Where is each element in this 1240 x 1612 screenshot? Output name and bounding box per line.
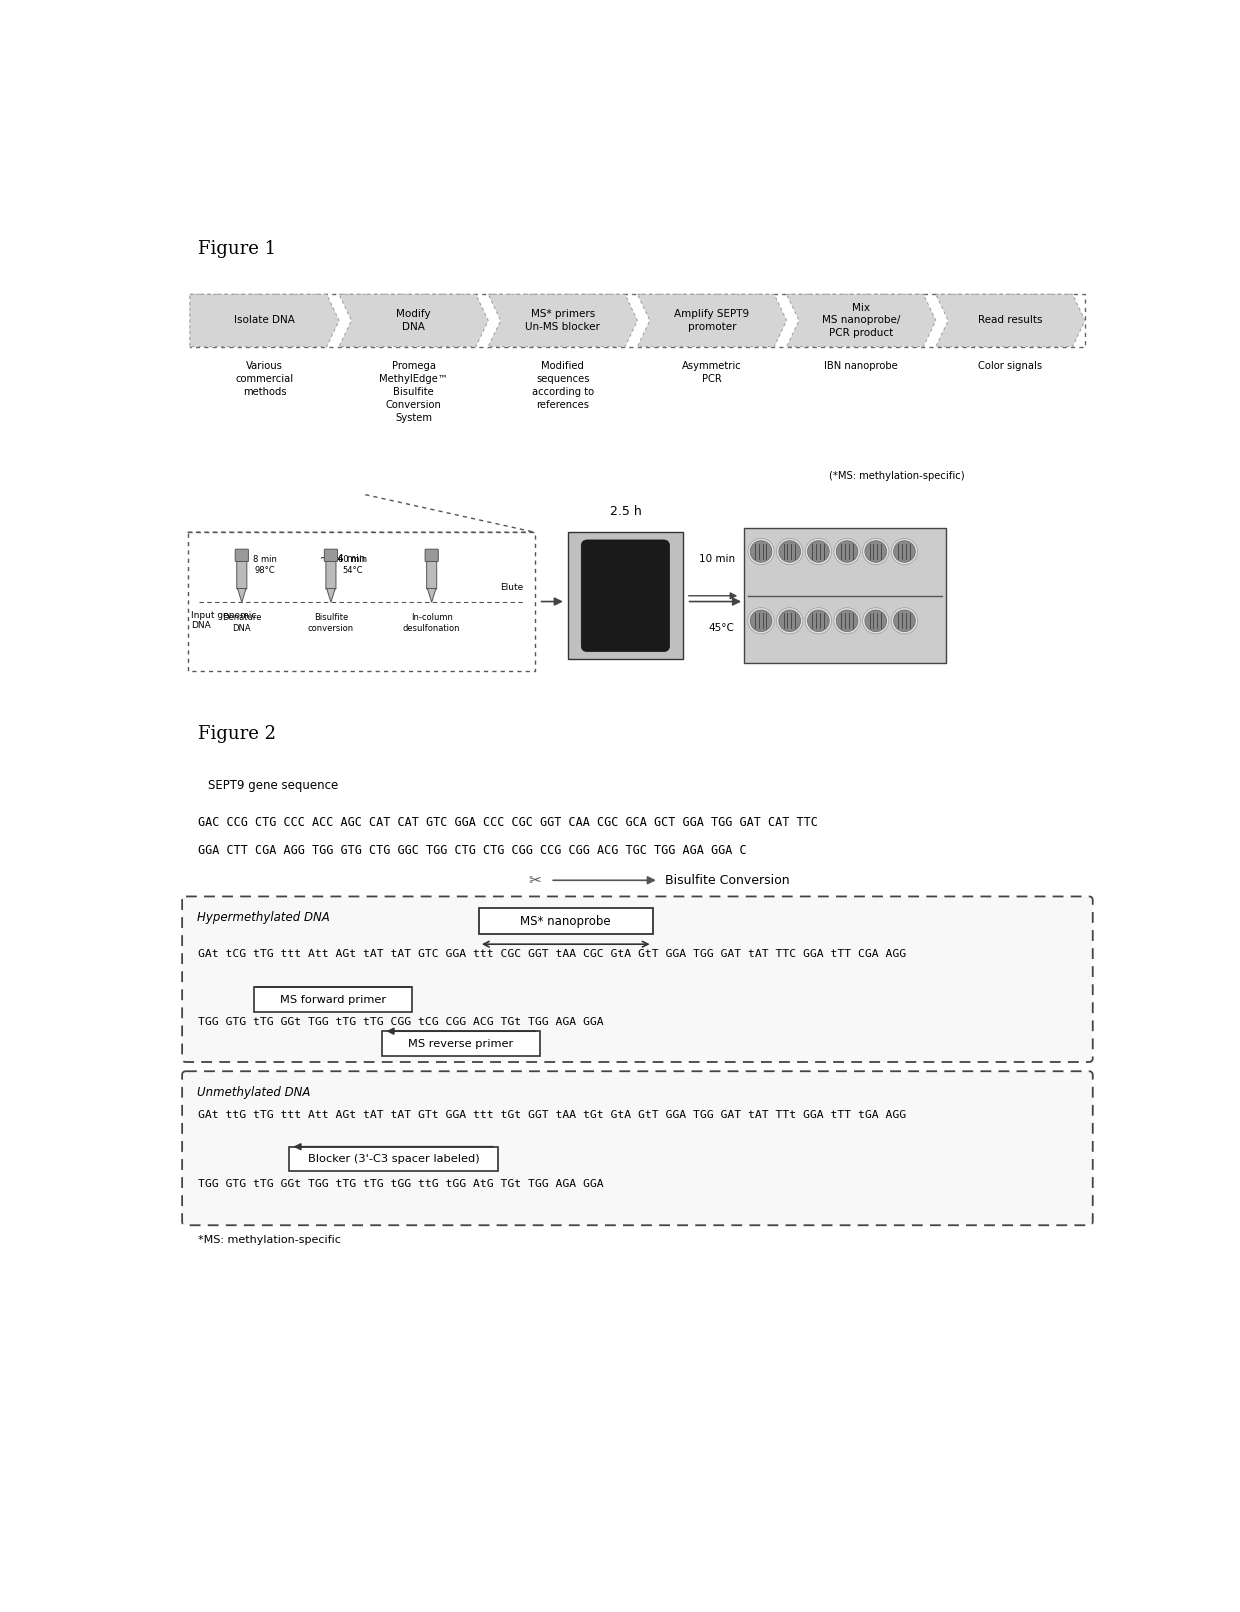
Text: Denature
DNA: Denature DNA [222, 613, 262, 634]
Text: GGA CTT CGA AGG TGG GTG CTG GGC TGG CTG CTG CGG CCG CGG ACG TGC TGG AGA GGA C: GGA CTT CGA AGG TGG GTG CTG GGC TGG CTG … [197, 845, 746, 858]
Text: MS* primers
Un-MS blocker: MS* primers Un-MS blocker [526, 310, 600, 332]
Text: Blocker (3'-C3 spacer labeled): Blocker (3'-C3 spacer labeled) [308, 1154, 479, 1164]
Circle shape [836, 609, 858, 632]
FancyBboxPatch shape [236, 550, 248, 561]
Text: Bisulfite Conversion: Bisulfite Conversion [665, 874, 790, 887]
Text: Figure 2: Figure 2 [197, 725, 275, 743]
FancyBboxPatch shape [382, 1032, 541, 1056]
Text: MS* nanoprobe: MS* nanoprobe [521, 914, 611, 927]
FancyBboxPatch shape [325, 550, 337, 561]
Text: Figure 1: Figure 1 [197, 240, 275, 258]
FancyBboxPatch shape [326, 558, 336, 590]
Polygon shape [936, 295, 1085, 347]
Polygon shape [786, 295, 936, 347]
Circle shape [748, 608, 774, 634]
FancyBboxPatch shape [744, 529, 945, 663]
Text: Modify
DNA: Modify DNA [397, 310, 432, 332]
Text: MS forward primer: MS forward primer [280, 995, 387, 1004]
Circle shape [836, 540, 858, 563]
Circle shape [807, 540, 830, 563]
Polygon shape [339, 295, 489, 347]
Circle shape [750, 609, 771, 632]
Text: 45°C: 45°C [709, 624, 734, 634]
Text: Color signals: Color signals [978, 361, 1043, 371]
Text: 8 min
98°C: 8 min 98°C [253, 556, 277, 575]
Circle shape [807, 609, 830, 632]
Text: Hypermethylated DNA: Hypermethylated DNA [197, 911, 330, 924]
Text: ✂: ✂ [528, 872, 541, 888]
Text: Promega
MethylEdge™
Bisulfite
Conversion
System: Promega MethylEdge™ Bisulfite Conversion… [379, 361, 448, 422]
Text: Modified
sequences
according to
references: Modified sequences according to referenc… [532, 361, 594, 409]
Circle shape [779, 609, 801, 632]
Polygon shape [637, 295, 786, 347]
Circle shape [805, 608, 832, 634]
Text: Bisulfite
conversion: Bisulfite conversion [308, 613, 353, 634]
Text: GAt ttG tTG ttt Att AGt tAT tAT GTt GGA ttt tGt GGT tAA tGt GtA GtT GGA TGG GAT : GAt ttG tTG ttt Att AGt tAT tAT GTt GGA … [197, 1109, 905, 1120]
Text: GAC CCG CTG CCC ACC AGC CAT CAT GTC GGA CCC CGC GGT CAA CGC GCA GCT GGA TGG GAT : GAC CCG CTG CCC ACC AGC CAT CAT GTC GGA … [197, 816, 817, 829]
Polygon shape [190, 295, 339, 347]
Circle shape [863, 608, 889, 634]
Text: In-column
desulfonation: In-column desulfonation [403, 613, 460, 634]
Text: SEPT9 gene sequence: SEPT9 gene sequence [207, 779, 339, 791]
Text: Elute: Elute [500, 584, 523, 592]
FancyBboxPatch shape [237, 558, 247, 590]
Text: ~ 24 min: ~ 24 min [320, 555, 365, 564]
Circle shape [835, 538, 861, 564]
FancyBboxPatch shape [289, 1146, 497, 1172]
FancyBboxPatch shape [182, 1072, 1092, 1225]
FancyBboxPatch shape [479, 908, 652, 935]
Circle shape [805, 538, 832, 564]
Circle shape [776, 608, 804, 634]
Text: IBN nanoprobe: IBN nanoprobe [825, 361, 898, 371]
Polygon shape [428, 588, 436, 603]
Circle shape [866, 540, 887, 563]
Text: 2.5 h: 2.5 h [610, 506, 641, 519]
Text: Isolate DNA: Isolate DNA [234, 316, 295, 326]
Circle shape [892, 538, 918, 564]
Text: GAt tCG tTG ttt Att AGt tAT tAT GTC GGA ttt CGC GGT tAA CGC GtA GtT GGA TGG GAT : GAt tCG tTG ttt Att AGt tAT tAT GTC GGA … [197, 949, 905, 959]
Polygon shape [326, 588, 335, 603]
Text: 10 min: 10 min [698, 555, 734, 564]
Circle shape [835, 608, 861, 634]
Text: Input genomic
DNA: Input genomic DNA [191, 611, 257, 630]
Circle shape [779, 540, 801, 563]
FancyBboxPatch shape [427, 558, 436, 590]
Text: TGG GTG tTG GGt TGG tTG tTG CGG tCG CGG ACG TGt TGG AGA GGA: TGG GTG tTG GGt TGG tTG tTG CGG tCG CGG … [197, 1017, 603, 1027]
Circle shape [894, 540, 915, 563]
Circle shape [748, 538, 774, 564]
Circle shape [866, 609, 887, 632]
FancyBboxPatch shape [425, 550, 438, 561]
Text: Amplify SEPT9
promoter: Amplify SEPT9 promoter [675, 310, 750, 332]
Circle shape [776, 538, 804, 564]
FancyBboxPatch shape [254, 987, 412, 1012]
Text: Various
commercial
methods: Various commercial methods [236, 361, 294, 397]
Text: Mix
MS nanoprobe/
PCR product: Mix MS nanoprobe/ PCR product [822, 303, 900, 339]
Text: Read results: Read results [978, 316, 1043, 326]
FancyBboxPatch shape [582, 540, 670, 651]
Text: Asymmetric
PCR: Asymmetric PCR [682, 361, 742, 384]
Polygon shape [238, 588, 246, 603]
Text: Unmethylated DNA: Unmethylated DNA [197, 1086, 310, 1099]
Circle shape [892, 608, 918, 634]
Text: TGG GTG tTG GGt TGG tTG tTG tGG ttG tGG AtG TGt TGG AGA GGA: TGG GTG tTG GGt TGG tTG tTG tGG ttG tGG … [197, 1178, 603, 1190]
Text: MS reverse primer: MS reverse primer [408, 1038, 513, 1048]
Circle shape [894, 609, 915, 632]
Polygon shape [489, 295, 637, 347]
Text: 60 min
54°C: 60 min 54°C [339, 556, 367, 575]
FancyBboxPatch shape [568, 532, 683, 659]
Circle shape [863, 538, 889, 564]
FancyBboxPatch shape [182, 896, 1092, 1062]
Text: (*MS: methylation-specific): (*MS: methylation-specific) [830, 471, 965, 480]
Text: *MS: methylation-specific: *MS: methylation-specific [197, 1235, 341, 1244]
Circle shape [750, 540, 771, 563]
